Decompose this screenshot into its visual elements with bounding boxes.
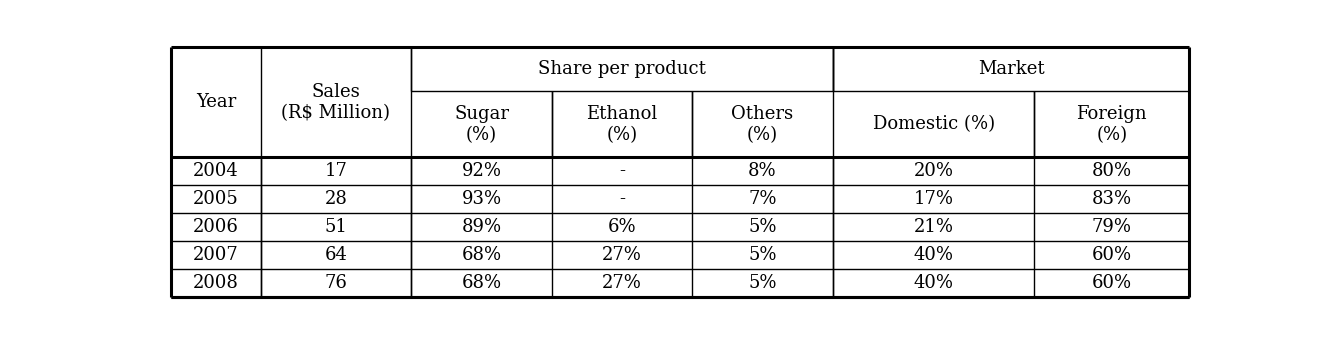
Text: Ethanol
(%): Ethanol (%) — [587, 105, 658, 144]
Text: 27%: 27% — [602, 246, 642, 264]
Text: Domestic (%): Domestic (%) — [873, 115, 995, 133]
Text: 2004: 2004 — [192, 162, 239, 180]
Text: 27%: 27% — [602, 274, 642, 292]
Text: Others
(%): Others (%) — [731, 105, 794, 144]
Text: 5%: 5% — [748, 246, 776, 264]
Text: 79%: 79% — [1092, 218, 1132, 236]
Text: 76: 76 — [325, 274, 348, 292]
Text: 8%: 8% — [748, 162, 776, 180]
Text: 89%: 89% — [462, 218, 502, 236]
Text: 40%: 40% — [913, 274, 954, 292]
Text: Foreign
(%): Foreign (%) — [1076, 105, 1147, 144]
Text: 28: 28 — [325, 190, 348, 208]
Text: 17: 17 — [325, 162, 348, 180]
Text: Market: Market — [978, 60, 1044, 78]
Text: 20%: 20% — [913, 162, 954, 180]
Text: 7%: 7% — [748, 190, 776, 208]
Text: 2008: 2008 — [192, 274, 239, 292]
Text: 21%: 21% — [913, 218, 954, 236]
Text: 17%: 17% — [913, 190, 954, 208]
Text: Sugar
(%): Sugar (%) — [454, 105, 510, 144]
Text: Share per product: Share per product — [539, 60, 706, 78]
Text: 64: 64 — [325, 246, 348, 264]
Text: Year: Year — [195, 93, 236, 112]
Text: 92%: 92% — [462, 162, 502, 180]
Text: 68%: 68% — [462, 274, 502, 292]
Text: Sales
(R$ Million): Sales (R$ Million) — [281, 83, 390, 122]
Text: 60%: 60% — [1092, 274, 1132, 292]
Text: 68%: 68% — [462, 246, 502, 264]
Text: 51: 51 — [325, 218, 348, 236]
Text: -: - — [620, 162, 625, 180]
Text: 83%: 83% — [1092, 190, 1132, 208]
Text: 2006: 2006 — [192, 218, 239, 236]
Text: 40%: 40% — [913, 246, 954, 264]
Text: 93%: 93% — [462, 190, 502, 208]
Text: 80%: 80% — [1092, 162, 1132, 180]
Text: 5%: 5% — [748, 218, 776, 236]
Text: -: - — [620, 190, 625, 208]
Text: 2007: 2007 — [192, 246, 239, 264]
Text: 5%: 5% — [748, 274, 776, 292]
Text: 6%: 6% — [608, 218, 637, 236]
Text: 2005: 2005 — [192, 190, 239, 208]
Text: 60%: 60% — [1092, 246, 1132, 264]
